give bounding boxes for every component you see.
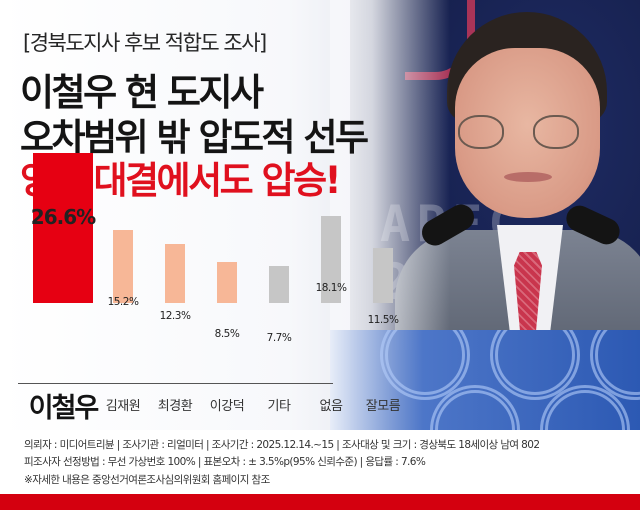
- bar-김재원: [113, 230, 133, 303]
- category-label: 없음: [319, 399, 343, 414]
- podium-panel: [330, 330, 640, 430]
- bar-이철우: [33, 153, 93, 303]
- category-label: 이강덕: [209, 399, 245, 414]
- bar-value-label: 15.2%: [107, 296, 139, 308]
- category-label: 잘모름: [365, 399, 401, 414]
- bar-value-label: 26.6%: [30, 205, 96, 229]
- reference-note: ※자세한 내용은 중앙선거여론조사심의위원회 홈페이지 참조: [24, 474, 270, 486]
- category-label: 이철우: [28, 393, 100, 424]
- bar-기타: [269, 266, 289, 303]
- glasses-icon: [533, 115, 579, 149]
- methodology-line-1: 의뢰자 : 미디어트리뷴 | 조사기관 : 리얼미터 | 조사기간 : 2025…: [24, 439, 540, 451]
- ring-decoration: [380, 330, 470, 400]
- bar-최경환: [165, 244, 185, 303]
- chart-baseline: [18, 383, 333, 384]
- bar-없음: [321, 216, 341, 303]
- bar-value-label: 11.5%: [367, 314, 399, 326]
- ring-decoration: [490, 330, 580, 400]
- bar-이강덕: [217, 262, 237, 303]
- survey-subtitle: [경북도지사 후보 적합도 조사]: [23, 31, 267, 55]
- bar-value-label: 18.1%: [315, 282, 347, 294]
- headline-line-2: 오차범위 밖 압도적 선두: [20, 116, 369, 159]
- bottom-red-band: [0, 494, 640, 510]
- category-label: 기타: [267, 399, 291, 414]
- methodology-line-2: 피조사자 선정방법 : 무선 가상번호 100% | 표본오차 : ± 3.5%…: [24, 456, 426, 468]
- glasses-icon: [458, 115, 504, 149]
- bar-잘모름: [373, 248, 393, 303]
- survey-methodology: 의뢰자 : 미디어트리뷴 | 조사기관 : 리얼미터 | 조사기간 : 2025…: [0, 430, 640, 494]
- bar-value-label: 12.3%: [159, 310, 191, 322]
- person-mouth: [504, 172, 552, 182]
- bar-chart: 26.6% 이철우 15.2% 김재원 12.3% 최경환 8.5% 이강덕 7…: [18, 153, 401, 424]
- bar-value-label: 7.7%: [266, 332, 292, 344]
- headline-line-1: 이철우 현 도지사: [20, 71, 264, 114]
- bar-value-label: 8.5%: [214, 328, 240, 340]
- category-label: 김재원: [105, 399, 141, 414]
- category-label: 최경환: [157, 399, 193, 414]
